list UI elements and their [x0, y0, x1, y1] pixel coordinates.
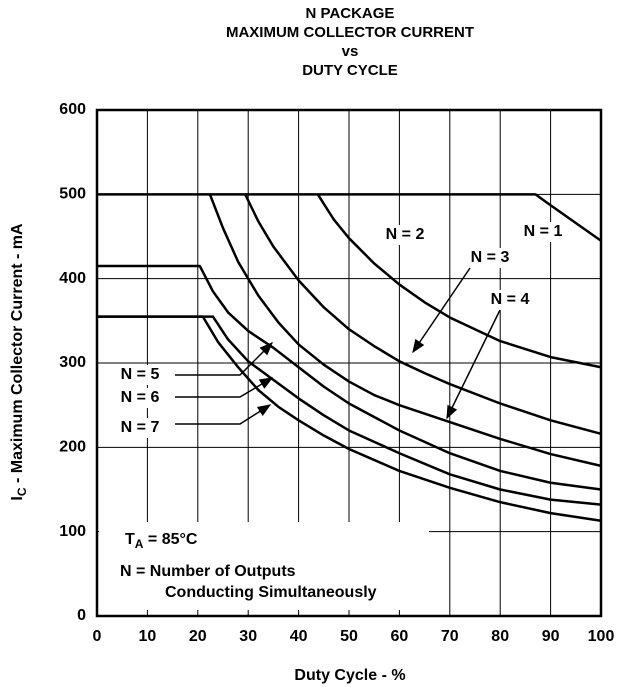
lines: [97, 193, 602, 522]
leader-arrow: [446, 309, 501, 420]
label-background: [464, 248, 516, 268]
temp-rest: = 85°C: [143, 531, 197, 548]
x-tick-label: 100: [588, 628, 615, 645]
plot-frame: [95, 108, 603, 618]
x-tick-label: 60: [391, 628, 409, 645]
series-line: [244, 193, 602, 436]
x-axis-label: Duty Cycle - %: [294, 667, 405, 684]
x-tick-label: 20: [189, 628, 207, 645]
temperature-note: TA = 85°C: [125, 531, 198, 551]
y-label-main: I: [9, 496, 26, 500]
x-tick-label: 50: [340, 628, 358, 645]
series-line: [208, 193, 602, 468]
x-tick-label: 70: [441, 628, 459, 645]
x-tick-label: 90: [542, 628, 560, 645]
series-label: N = 1: [524, 223, 563, 240]
label-background: [517, 222, 569, 242]
y-tick-label: 100: [59, 523, 86, 540]
label-background: [114, 418, 166, 438]
series-label: N = 6: [121, 389, 160, 406]
series-label: N = 5: [121, 366, 160, 383]
note-line: N = Number of Outputs: [120, 563, 296, 580]
series-line: [97, 315, 602, 506]
note-line: Conducting Simultaneously: [165, 584, 377, 601]
x-tick-label: 40: [290, 628, 308, 645]
series-line: [316, 193, 602, 369]
y-tick-label: 300: [59, 354, 86, 371]
y-tick-label: 500: [59, 186, 86, 203]
label-background: [379, 225, 431, 245]
label-background: [484, 290, 536, 310]
y-label-rest: - Maximum Collector Current - mA: [9, 223, 26, 487]
x-tick-label: 0: [93, 628, 102, 645]
series-label: N = 3: [471, 249, 510, 266]
temp-sub: A: [135, 537, 144, 551]
label-background: [114, 365, 166, 385]
temp-main: T: [125, 531, 135, 548]
leader-arrow: [175, 377, 274, 398]
chart-title: DUTY CYCLE: [302, 62, 398, 79]
series-label: N = 4: [491, 291, 530, 308]
series-line: [97, 193, 602, 242]
y-tick-label: 400: [59, 270, 86, 287]
x-tick-label: 80: [491, 628, 509, 645]
chart-title: N PACKAGE: [306, 5, 395, 22]
x-tick-label: 10: [139, 628, 157, 645]
leader-arrow: [175, 404, 272, 425]
leader-arrow: [412, 267, 471, 354]
note-background: [99, 522, 429, 610]
series-line: [97, 264, 602, 491]
y-tick-label: 0: [77, 607, 86, 624]
y-tick-label: 200: [59, 439, 86, 456]
chart-title: MAXIMUM COLLECTOR CURRENT: [226, 24, 474, 41]
y-axis-label: IC - Maximum Collector Current - mA: [9, 223, 29, 501]
y-label-sub: C: [15, 487, 29, 496]
label-background: [114, 388, 166, 408]
series-label: N = 7: [121, 419, 160, 436]
series-line: [97, 315, 602, 522]
chart-title: vs: [342, 43, 359, 60]
series-label: N = 2: [386, 226, 425, 243]
leader-arrow: [175, 342, 273, 376]
y-tick-label: 600: [59, 101, 86, 118]
x-tick-label: 30: [239, 628, 257, 645]
